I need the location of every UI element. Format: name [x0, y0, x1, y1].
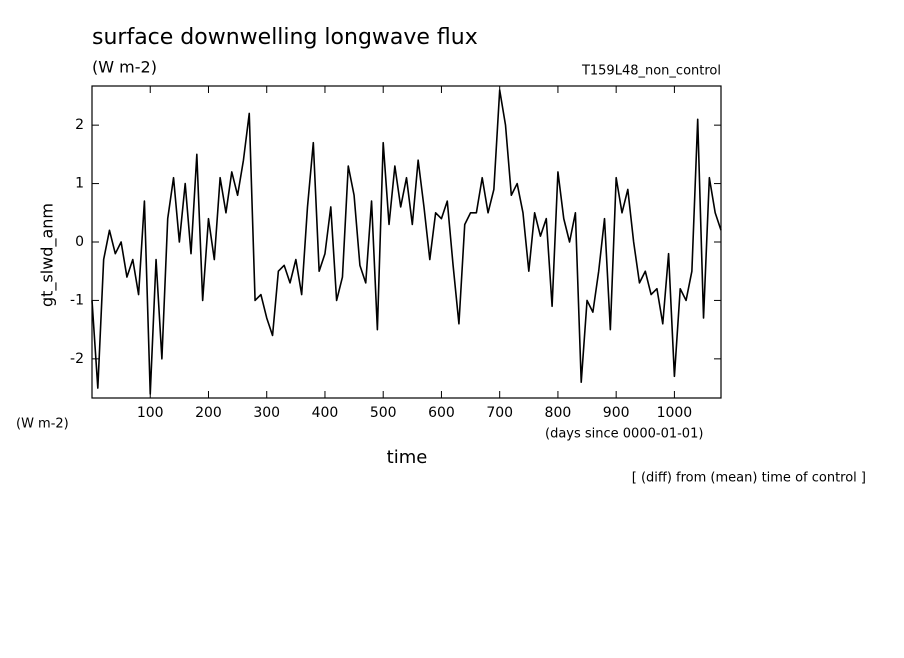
y-tick-label: 1	[75, 176, 84, 192]
x-tick-label: 600	[428, 405, 455, 421]
x-axis-label: time	[387, 447, 428, 468]
x-tick-label: 200	[195, 405, 222, 421]
x-tick-label: 900	[603, 405, 630, 421]
x-tick-label: 800	[545, 405, 572, 421]
y-tick-label: -1	[70, 292, 84, 308]
subtitle: (W m-2)	[92, 58, 157, 77]
y-tick-label: 2	[75, 117, 84, 133]
x-tick-label: 500	[370, 405, 397, 421]
x-tick-label: 1000	[657, 405, 693, 421]
y-unit: (W m-2)	[16, 417, 69, 432]
y-tick-label: -2	[70, 351, 84, 367]
annotation: T159L48_non_control	[581, 64, 721, 79]
x-tick-label: 300	[253, 405, 280, 421]
y-axis-label: gt_slwd_anm	[38, 203, 58, 307]
x-unit: (days since 0000-01-01)	[545, 427, 703, 442]
note: [ (diff) from (mean) time of control ]	[632, 471, 866, 486]
x-tick-label: 400	[312, 405, 339, 421]
plot-frame	[91, 85, 722, 399]
x-tick-label: 100	[137, 405, 164, 421]
x-tick-label: 700	[486, 405, 513, 421]
chart-title: surface downwelling longwave flux	[92, 25, 478, 50]
y-tick-label: 0	[75, 234, 84, 250]
data-line	[91, 89, 722, 395]
